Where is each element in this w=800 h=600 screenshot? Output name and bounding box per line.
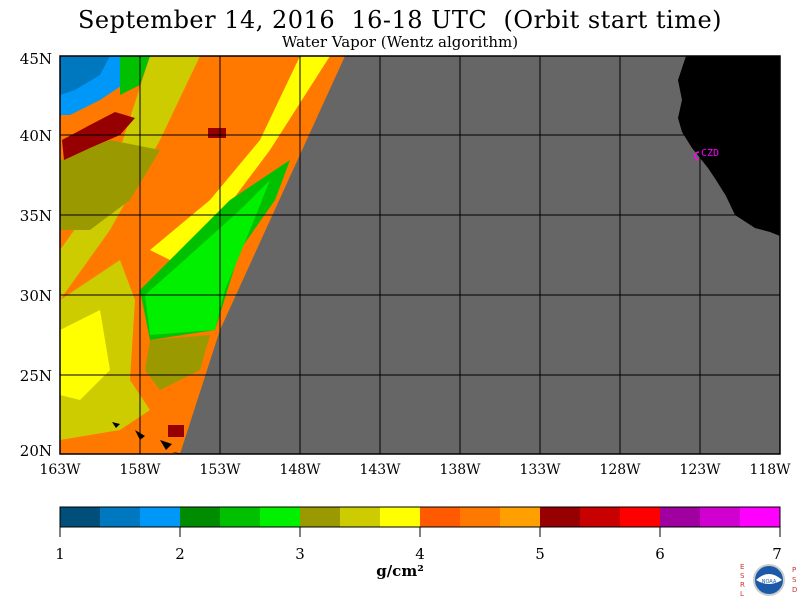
colorbar-tick-label: 2 xyxy=(175,545,185,563)
colorbar-swatch xyxy=(540,507,581,527)
map-border xyxy=(59,55,781,455)
vapor-band-darkred xyxy=(62,112,135,160)
station-icon xyxy=(694,151,700,161)
lon-label-123w: 123W xyxy=(679,462,721,478)
island xyxy=(160,440,172,450)
colorbar-swatch xyxy=(180,507,221,527)
colorbar-tick-label: 4 xyxy=(415,545,425,563)
map-title: September 14, 2016 16-18 UTC (Orbit star… xyxy=(77,6,723,34)
lon-label-118w: 118W xyxy=(749,462,791,478)
land-north-america xyxy=(678,56,780,236)
vapor-band-yellow-2 xyxy=(150,56,330,260)
colorbar-swatch xyxy=(380,507,421,527)
colorbar-tick-label: 7 xyxy=(772,545,782,563)
colorbar-tick-label: 3 xyxy=(295,545,305,563)
colorbar-swatch xyxy=(620,507,661,527)
lon-label-163w: 163W xyxy=(39,462,81,478)
lon-label-148w: 148W xyxy=(279,462,321,478)
colorbar-tick-label: 6 xyxy=(655,545,665,563)
noaa-logo: E S R L NOAA P S D xyxy=(740,563,797,598)
lon-label-158w: 158W xyxy=(119,462,161,478)
map-subtitle: Water Vapor (Wentz algorithm) xyxy=(281,33,519,51)
esrl-letter: S xyxy=(740,572,745,580)
colorbar-swatch xyxy=(700,507,741,527)
colorbar-swatch xyxy=(220,507,261,527)
vapor-band-green-nw xyxy=(120,56,150,95)
esrl-letter: R xyxy=(740,581,745,589)
noaa-gull-icon xyxy=(756,574,782,584)
lat-label-30n: 30N xyxy=(19,287,52,305)
map-grid xyxy=(60,56,780,454)
vapor-band-olive-2 xyxy=(145,335,210,390)
lon-label-133w: 133W xyxy=(519,462,561,478)
lon-label-138w: 138W xyxy=(439,462,481,478)
psd-letter: D xyxy=(792,586,797,594)
lon-label-128w: 128W xyxy=(599,462,641,478)
vapor-spot-darkred-2 xyxy=(168,425,184,437)
lat-label-40n: 40N xyxy=(19,127,52,145)
colorbar xyxy=(59,506,781,537)
esrl-letter: L xyxy=(740,590,744,598)
psd-letter: P xyxy=(792,566,796,574)
vapor-band-yellow-4 xyxy=(60,310,110,400)
colorbar-swatch xyxy=(740,507,781,527)
colorbar-tick-label: 5 xyxy=(535,545,545,563)
lat-label-20n: 20N xyxy=(19,442,52,460)
psd-letter: S xyxy=(792,576,797,584)
colorbar-swatch xyxy=(580,507,621,527)
esrl-letter: E xyxy=(740,563,744,571)
colorbar-swatch xyxy=(500,507,541,527)
colorbar-tick-label: 1 xyxy=(55,545,65,563)
colorbar-swatch xyxy=(460,507,501,527)
colorbar-units: g/cm² xyxy=(376,562,424,580)
vapor-spot-darkred xyxy=(208,128,226,138)
colorbar-swatch xyxy=(100,507,141,527)
island xyxy=(112,422,120,428)
colorbar-swatch xyxy=(260,507,301,527)
station-marker: CZD xyxy=(694,148,719,161)
lat-label-35n: 35N xyxy=(19,207,52,225)
lat-label-45n: 45N xyxy=(19,50,52,68)
vapor-band-darkblue xyxy=(60,56,110,95)
colorbar-swatch xyxy=(300,507,341,527)
lat-label-25n: 25N xyxy=(19,367,52,385)
colorbar-swatch xyxy=(60,507,101,527)
station-label: CZD xyxy=(701,148,719,159)
noaa-emblem-text: NOAA xyxy=(762,579,777,585)
colorbar-swatch xyxy=(660,507,701,527)
map-field xyxy=(60,56,780,454)
colorbar-swatch xyxy=(340,507,381,527)
lon-label-143w: 143W xyxy=(359,462,401,478)
colorbar-swatch xyxy=(140,507,181,527)
vapor-band-olive xyxy=(60,140,160,230)
vapor-band-lightgreen xyxy=(145,180,270,335)
colorbar-swatch xyxy=(420,507,461,527)
lon-label-153w: 153W xyxy=(199,462,241,478)
